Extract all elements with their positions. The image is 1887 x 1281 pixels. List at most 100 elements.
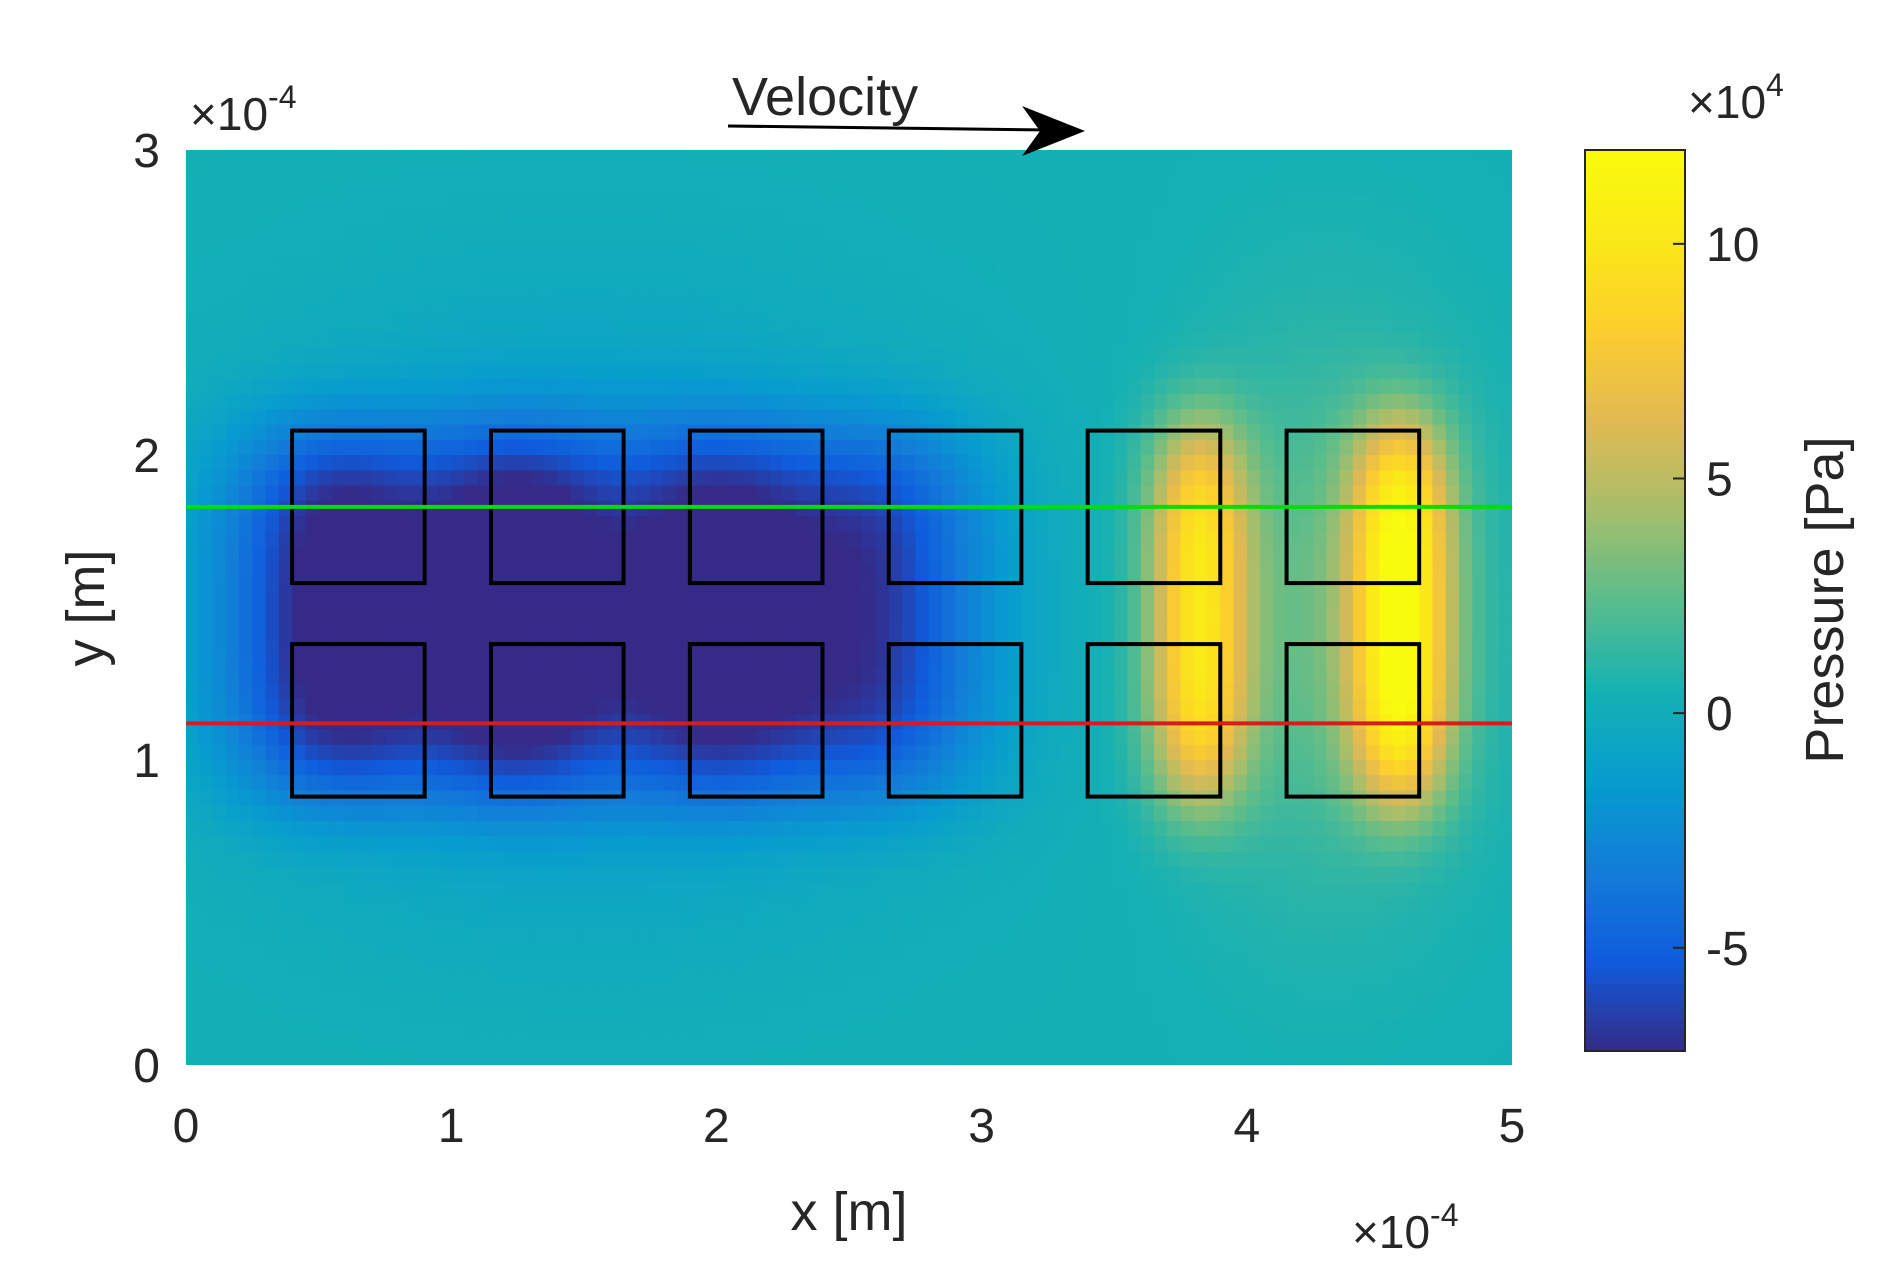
plot-area [186, 150, 1512, 1065]
heat-cell [199, 195, 214, 212]
heat-cell [1286, 394, 1301, 410]
heat-cell [862, 424, 877, 441]
heat-cell [371, 516, 386, 532]
heat-cell [583, 150, 598, 166]
heat-cell [769, 546, 784, 563]
heat-cell [1339, 836, 1354, 853]
heat-cell [1153, 333, 1168, 349]
heat-cell [557, 287, 572, 304]
heat-cell [835, 378, 850, 395]
heat-cell [689, 439, 704, 456]
heat-cell [358, 287, 373, 304]
heat-cell [1299, 195, 1314, 212]
heat-cell [371, 729, 386, 746]
heat-cell [795, 317, 810, 334]
heat-cell [530, 470, 545, 487]
heat-cell [398, 622, 413, 639]
heat-cell [1153, 226, 1168, 243]
heat-cell [265, 577, 280, 593]
heat-cell [278, 638, 293, 654]
heat-cell [1458, 241, 1473, 258]
heat-cell [597, 897, 611, 914]
heat-cell [1379, 180, 1394, 197]
heat-cell [862, 622, 877, 639]
heat-cell [1074, 607, 1089, 624]
heat-cell [994, 821, 1009, 837]
heat-cell [663, 211, 678, 227]
heat-cell [1286, 821, 1301, 837]
heat-cell [186, 516, 200, 532]
heat-cell [663, 653, 678, 670]
heat-cell [888, 485, 903, 502]
heat-cell [1047, 821, 1062, 837]
heat-cell [411, 302, 426, 319]
heat-cell [994, 470, 1009, 487]
heat-cell [331, 866, 346, 883]
heat-cell [822, 821, 837, 837]
heat-cell [703, 348, 717, 365]
heat-cell [305, 531, 320, 548]
heat-cell [1074, 256, 1089, 273]
heat-cell [1127, 760, 1142, 776]
heat-cell [544, 333, 558, 349]
heat-cell [1498, 470, 1512, 487]
heat-cell [888, 805, 903, 822]
heat-cell [345, 836, 359, 853]
heat-cell [265, 394, 280, 410]
heat-cell [477, 882, 492, 898]
heat-cell [795, 485, 810, 502]
heat-cell [1127, 394, 1142, 410]
heat-cell [1021, 287, 1036, 304]
heat-cell [1153, 455, 1168, 471]
heat-cell [1273, 851, 1288, 868]
heat-cell [1167, 378, 1182, 395]
heat-cell [331, 455, 346, 471]
heat-cell [769, 607, 784, 624]
heat-cell [477, 531, 492, 548]
heat-cell [583, 897, 598, 914]
heat-cell [597, 653, 611, 670]
heat-cell [1127, 287, 1142, 304]
heat-cell [1339, 333, 1354, 349]
heat-cell [384, 531, 399, 548]
heat-cell [424, 653, 439, 670]
heat-cell [1260, 348, 1274, 365]
heat-cell [1379, 592, 1394, 609]
heat-cell [928, 333, 943, 349]
heat-cell [252, 348, 267, 365]
heat-cell [239, 241, 253, 258]
heat-cell [729, 180, 744, 197]
heat-cell [239, 256, 253, 273]
heat-cell [490, 622, 505, 639]
heat-cell [305, 241, 320, 258]
heat-cell [742, 653, 757, 670]
heat-cell [849, 760, 863, 776]
heat-cell [265, 546, 280, 563]
heat-cell [1140, 333, 1155, 349]
heat-cell [278, 805, 293, 822]
heat-cell [795, 699, 810, 715]
heat-cell [689, 195, 704, 212]
heat-cell [756, 348, 771, 365]
heat-cell [186, 165, 200, 182]
heat-cell [1034, 272, 1049, 288]
heat-cell [1472, 150, 1487, 166]
heat-cell [941, 333, 956, 349]
heat-cell [1127, 653, 1142, 670]
heat-cell [239, 790, 253, 807]
heat-cell [1074, 897, 1089, 914]
heat-cell [955, 592, 969, 609]
heat-cell [504, 836, 519, 853]
heat-cell [1458, 302, 1473, 319]
heat-cell [1326, 760, 1341, 776]
heat-cell [1326, 775, 1341, 792]
heat-cell [809, 851, 824, 868]
heat-cell [464, 165, 479, 182]
heat-cell [1114, 729, 1129, 746]
heat-cell [1233, 805, 1248, 822]
heat-cell [437, 592, 452, 609]
heat-cell [597, 516, 611, 532]
heat-cell [292, 348, 306, 365]
heat-cell [610, 683, 625, 700]
heat-cell [703, 531, 717, 548]
